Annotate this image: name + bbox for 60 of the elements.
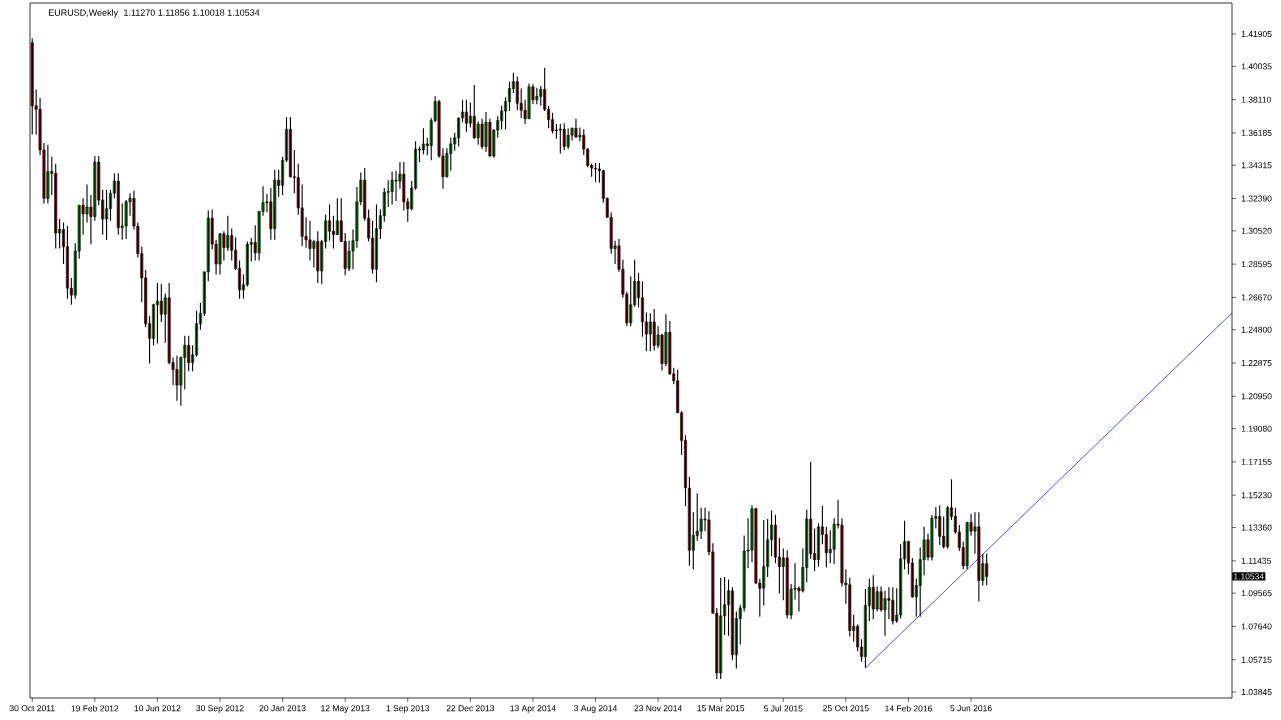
y-tick-label: 1.05715 bbox=[1241, 656, 1272, 663]
candlestick bbox=[762, 519, 766, 607]
y-tick-label: 1.03845 bbox=[1241, 689, 1272, 696]
candlestick bbox=[187, 335, 191, 372]
x-tick-label: 3 Aug 2014 bbox=[574, 705, 618, 713]
y-tick-label: 1.34315 bbox=[1241, 162, 1272, 169]
candlestick bbox=[594, 162, 597, 183]
x-tick-label: 12 May 2013 bbox=[321, 705, 370, 713]
y-tick-label: 1.38110 bbox=[1241, 96, 1271, 103]
candlestick bbox=[54, 163, 58, 250]
candlestick bbox=[562, 122, 566, 151]
y-tick-label: 1.13360 bbox=[1241, 524, 1272, 531]
x-tick-label: 10 Jun 2012 bbox=[134, 705, 181, 712]
candlestick bbox=[515, 75, 519, 111]
x-tick-label: 14 Feb 2016 bbox=[885, 705, 932, 712]
y-tick-label: 1.30520 bbox=[1241, 227, 1272, 234]
candlestick bbox=[652, 308, 656, 352]
text: 1.11270 1.11856 1.10018 1.10534 bbox=[124, 9, 260, 16]
x-tick-label: 30 Sep 2012 bbox=[196, 705, 244, 713]
y-tick-label: 1.19080 bbox=[1241, 425, 1272, 432]
candlestick bbox=[871, 574, 875, 620]
candlestick bbox=[273, 169, 277, 241]
candlestick bbox=[116, 172, 120, 236]
x-tick-label: 13 Apr 2014 bbox=[510, 705, 556, 713]
candlestick bbox=[554, 123, 558, 140]
y-tick-label: 1.20950 bbox=[1241, 393, 1272, 400]
x-tick-label: 19 Feb 2012 bbox=[71, 705, 119, 712]
candlestick bbox=[472, 84, 476, 140]
x-tick-label: 22 Dec 2013 bbox=[446, 705, 495, 712]
x-tick-label: 23 Nov 2014 bbox=[634, 705, 682, 712]
y-tick-label: 1.24800 bbox=[1241, 326, 1272, 333]
x-tick-label: 20 Jan 2013 bbox=[259, 705, 306, 712]
y-tick-label: 1.41905 bbox=[1241, 31, 1272, 38]
x-tick-label: 15 Mar 2015 bbox=[697, 705, 745, 712]
y-tick-label: 1.36185 bbox=[1241, 129, 1272, 136]
x-tick-label: 5 Jun 2016 bbox=[950, 705, 992, 712]
y-tick-label: 1.09565 bbox=[1241, 590, 1272, 597]
candlestick bbox=[648, 312, 652, 352]
candlestick bbox=[719, 577, 723, 680]
x-tick-label: 5 Jul 2015 bbox=[764, 705, 803, 712]
text: EURUSD,Weekly bbox=[48, 9, 119, 18]
y-tick-label: 1.11435 bbox=[1241, 557, 1271, 564]
candlestick bbox=[785, 549, 789, 620]
x-tick-label: 1 Sep 2013 bbox=[386, 705, 430, 713]
candlestick bbox=[316, 230, 320, 284]
candlestick bbox=[938, 504, 942, 546]
y-tick-label: 1.28595 bbox=[1241, 261, 1272, 268]
x-tick-label: 30 Oct 2011 bbox=[9, 705, 55, 712]
text: 1.10534 bbox=[1234, 573, 1264, 580]
y-tick-label: 1.07640 bbox=[1241, 623, 1272, 630]
candlestick bbox=[985, 552, 989, 586]
y-tick-label: 1.26670 bbox=[1241, 294, 1272, 301]
y-tick-label: 1.32390 bbox=[1241, 195, 1272, 202]
candlestick bbox=[891, 586, 895, 626]
y-tick-label: 1.15230 bbox=[1241, 492, 1272, 499]
x-tick-label: 25 Oct 2015 bbox=[823, 705, 869, 712]
y-tick-label: 1.40035 bbox=[1241, 63, 1272, 70]
y-tick-label: 1.17155 bbox=[1241, 458, 1272, 465]
y-tick-label: 1.22875 bbox=[1241, 360, 1272, 367]
candlestick bbox=[558, 123, 562, 154]
